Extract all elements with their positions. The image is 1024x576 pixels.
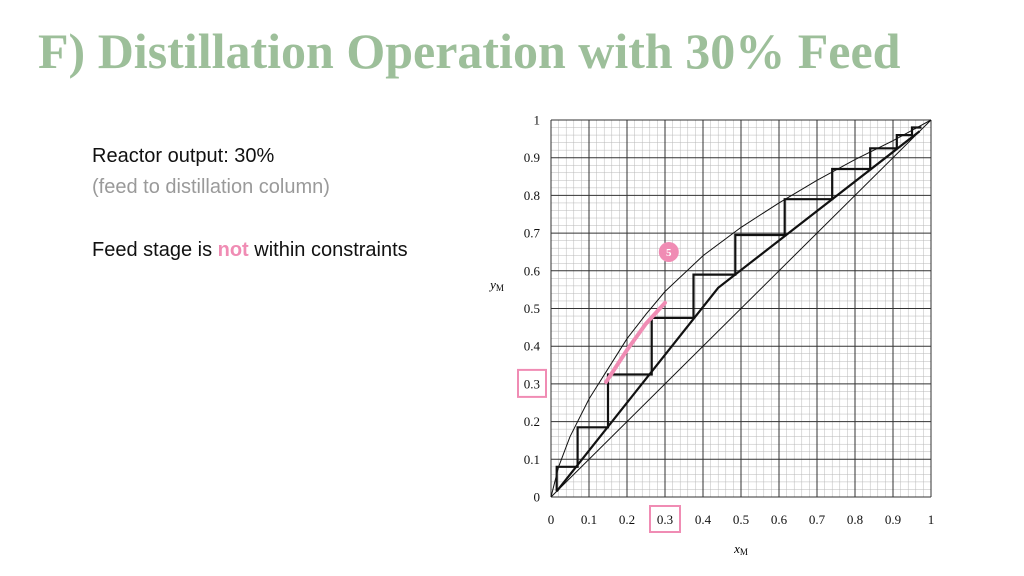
stage-marker-circle — [658, 241, 679, 262]
equilibrium-curve — [550, 119, 932, 498]
x-axis-label-main: x — [733, 541, 740, 556]
x-tick-label: 0.4 — [695, 512, 712, 527]
y-tick-label: 1 — [534, 113, 541, 128]
y-tick-highlight-box — [517, 368, 547, 398]
y-tick-label: 0.1 — [524, 452, 540, 467]
text-block: Reactor output: 30% (feed to distillatio… — [92, 141, 408, 266]
x-tick-label: 0.8 — [847, 512, 863, 527]
operating-line — [555, 130, 921, 492]
slide-title: F) Distillation Operation with 30% Feed — [38, 23, 901, 79]
feed-stage-suffix: within constraints — [248, 239, 408, 261]
y-axis-label-main: y — [488, 277, 496, 292]
diagonal-line — [550, 119, 932, 498]
y-axis-label-sub: M — [496, 283, 504, 293]
x-tick-highlight-box — [649, 505, 681, 533]
axis-labels: xM yM — [488, 277, 748, 557]
y-tick-label: 0.2 — [524, 414, 540, 429]
x-tick-label: 0.9 — [885, 512, 901, 527]
feed-note-text: (feed to distillation column) — [92, 176, 330, 198]
x-tick-label: 0.2 — [619, 512, 635, 527]
y-tick-label: 0.9 — [524, 150, 540, 165]
stage-marker-label: 5 — [666, 247, 672, 259]
feed-stage-text: Feed stage is not within constraints — [92, 235, 408, 266]
curves — [550, 119, 932, 498]
tick-labels: 0 0.1 0.2 0.3 0.4 0.5 0.6 0.7 0.8 0.9 1 0 0.1 0.2 0.3 0… — [524, 113, 935, 528]
x-tick-label: 1 — [928, 512, 935, 527]
x-tick-label: 0.7 — [809, 512, 826, 527]
stage-steps — [555, 126, 922, 492]
y-tick-label: 0.3 — [524, 376, 540, 391]
reactor-output-text: Reactor output: 30% — [92, 145, 275, 167]
x-axis-label-sub: M — [740, 547, 748, 557]
annotations: 5 — [517, 241, 681, 533]
y-tick-label: 0.4 — [524, 339, 541, 354]
y-axis-label: yM — [488, 277, 504, 293]
x-tick-label: 0.6 — [771, 512, 788, 527]
highlight-curve — [604, 300, 667, 384]
y-tick-label: 0.7 — [524, 226, 541, 241]
y-tick-label: 0.6 — [524, 263, 541, 278]
y-tick-label: 0 — [534, 490, 541, 505]
feed-stage-prefix: Feed stage is — [92, 239, 218, 261]
x-tick-label: 0.5 — [733, 512, 749, 527]
x-axis-label: xM — [733, 541, 748, 557]
x-tick-label: 0 — [548, 512, 555, 527]
y-tick-label: 0.5 — [524, 301, 540, 316]
y-tick-label: 0.8 — [524, 188, 540, 203]
x-tick-label: 0.3 — [657, 512, 673, 527]
x-tick-label: 0.1 — [581, 512, 597, 527]
feed-stage-emphasis: not — [217, 239, 249, 261]
